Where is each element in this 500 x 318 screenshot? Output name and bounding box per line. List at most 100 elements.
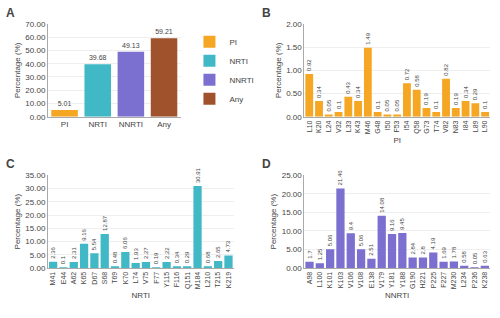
svg-text:N83: N83 (452, 120, 459, 133)
svg-text:L24: L24 (325, 120, 332, 132)
svg-text:NRTI: NRTI (132, 291, 151, 300)
svg-text:B: B (262, 6, 271, 20)
svg-text:2.31: 2.31 (71, 247, 77, 259)
svg-text:1.49: 1.49 (365, 32, 371, 44)
svg-text:NNRTI: NNRTI (385, 291, 409, 300)
svg-text:30.00: 30.00 (25, 184, 46, 193)
svg-text:F116: F116 (173, 272, 180, 288)
svg-text:T215: T215 (214, 272, 221, 288)
svg-text:0.92: 0.92 (306, 59, 312, 71)
svg-text:0.00: 0.00 (286, 113, 302, 122)
svg-text:0.63: 0.63 (482, 250, 488, 262)
svg-text:Y181: Y181 (388, 272, 395, 288)
svg-text:0.34: 0.34 (463, 86, 469, 98)
svg-text:2.8: 2.8 (420, 246, 426, 255)
svg-text:V108: V108 (357, 272, 364, 288)
svg-text:12.87: 12.87 (102, 215, 108, 231)
svg-text:L234: L234 (460, 272, 467, 288)
svg-text:D67: D67 (91, 272, 98, 285)
svg-text:M41: M41 (49, 272, 56, 286)
svg-text:L89: L89 (472, 120, 479, 132)
svg-text:1.78: 1.78 (451, 246, 457, 258)
svg-text:K238: K238 (481, 272, 488, 288)
svg-text:E44: E44 (60, 272, 67, 285)
svg-text:0.68: 0.68 (205, 251, 211, 263)
svg-text:Any: Any (157, 120, 171, 129)
svg-text:M184: M184 (194, 272, 201, 290)
svg-text:2.65: 2.65 (215, 246, 221, 258)
svg-text:1.00: 1.00 (286, 66, 302, 75)
svg-text:0.19: 0.19 (153, 252, 159, 264)
svg-text:A: A (6, 6, 15, 20)
svg-text:S68: S68 (101, 272, 108, 285)
svg-text:0.1: 0.1 (433, 100, 439, 109)
svg-text:1.93: 1.93 (133, 248, 139, 260)
svg-text:0.00: 0.00 (286, 264, 302, 273)
svg-text:15.00: 15.00 (25, 224, 46, 233)
svg-text:V179: V179 (378, 272, 385, 288)
svg-text:5.06: 5.06 (327, 234, 333, 246)
svg-text:L100: L100 (316, 272, 323, 288)
svg-text:0.58: 0.58 (461, 251, 467, 263)
svg-text:0.29: 0.29 (472, 88, 478, 100)
svg-text:L33: L33 (345, 120, 352, 132)
svg-text:Any: Any (229, 95, 243, 104)
svg-text:H221: H221 (419, 272, 426, 289)
svg-text:PI: PI (229, 38, 237, 47)
svg-text:0.82: 0.82 (443, 63, 449, 75)
svg-text:L210: L210 (204, 272, 211, 288)
svg-text:A62: A62 (70, 272, 77, 285)
svg-text:0.34: 0.34 (355, 86, 361, 98)
svg-text:0.1: 0.1 (60, 255, 66, 264)
svg-text:K103: K103 (337, 272, 344, 288)
svg-text:F77: F77 (153, 272, 160, 284)
svg-text:0.34: 0.34 (174, 251, 180, 263)
svg-text:0.00: 0.00 (30, 264, 46, 273)
svg-text:Percentage (%): Percentage (%) (274, 42, 283, 98)
svg-text:1.69: 1.69 (441, 246, 447, 258)
svg-text:Percentage (%): Percentage (%) (269, 194, 278, 250)
svg-text:K101: K101 (326, 272, 333, 288)
svg-text:M230: M230 (450, 272, 457, 290)
svg-text:NNRTI: NNRTI (119, 120, 143, 129)
svg-text:70.00: 70.00 (25, 20, 46, 29)
svg-text:Y188: Y188 (399, 272, 406, 288)
svg-text:T69: T69 (111, 272, 118, 284)
svg-text:PI: PI (393, 136, 401, 145)
svg-text:9.16: 9.16 (81, 228, 87, 240)
svg-text:P225: P225 (430, 272, 437, 288)
svg-text:14.08: 14.08 (379, 197, 385, 213)
svg-text:1.7: 1.7 (307, 250, 313, 259)
svg-text:G190: G190 (409, 272, 416, 289)
svg-text:0.58: 0.58 (414, 74, 420, 86)
svg-text:30.91: 30.91 (195, 167, 201, 183)
svg-text:I84: I84 (462, 120, 469, 130)
svg-text:0.05: 0.05 (326, 99, 332, 111)
svg-text:2.51: 2.51 (368, 243, 374, 255)
svg-text:C: C (6, 157, 15, 171)
svg-text:I54: I54 (403, 120, 410, 130)
svg-text:2.84: 2.84 (410, 242, 416, 254)
svg-text:M46: M46 (364, 120, 371, 134)
svg-text:5.00: 5.00 (286, 245, 302, 254)
svg-text:60.00: 60.00 (25, 33, 46, 42)
svg-text:Percentage (%): Percentage (%) (13, 42, 22, 98)
svg-text:K43: K43 (354, 120, 361, 133)
svg-text:0.72: 0.72 (404, 68, 410, 80)
svg-text:0.19: 0.19 (453, 93, 459, 105)
svg-text:0.05: 0.05 (394, 99, 400, 111)
svg-text:9.16: 9.16 (389, 219, 395, 231)
svg-text:25.00: 25.00 (282, 171, 303, 180)
svg-text:F227: F227 (440, 272, 447, 288)
svg-text:5.00: 5.00 (30, 251, 46, 260)
svg-text:5.01: 5.01 (58, 100, 72, 107)
svg-text:59.21: 59.21 (155, 28, 173, 35)
svg-text:0.48: 0.48 (112, 251, 118, 263)
svg-text:NRTI: NRTI (229, 57, 248, 66)
svg-text:E138: E138 (368, 272, 375, 288)
svg-text:Q58: Q58 (413, 120, 421, 133)
svg-text:K20: K20 (315, 120, 322, 133)
svg-text:0.1: 0.1 (336, 100, 342, 109)
svg-text:50.00: 50.00 (25, 46, 46, 55)
svg-text:1.50: 1.50 (286, 43, 302, 52)
